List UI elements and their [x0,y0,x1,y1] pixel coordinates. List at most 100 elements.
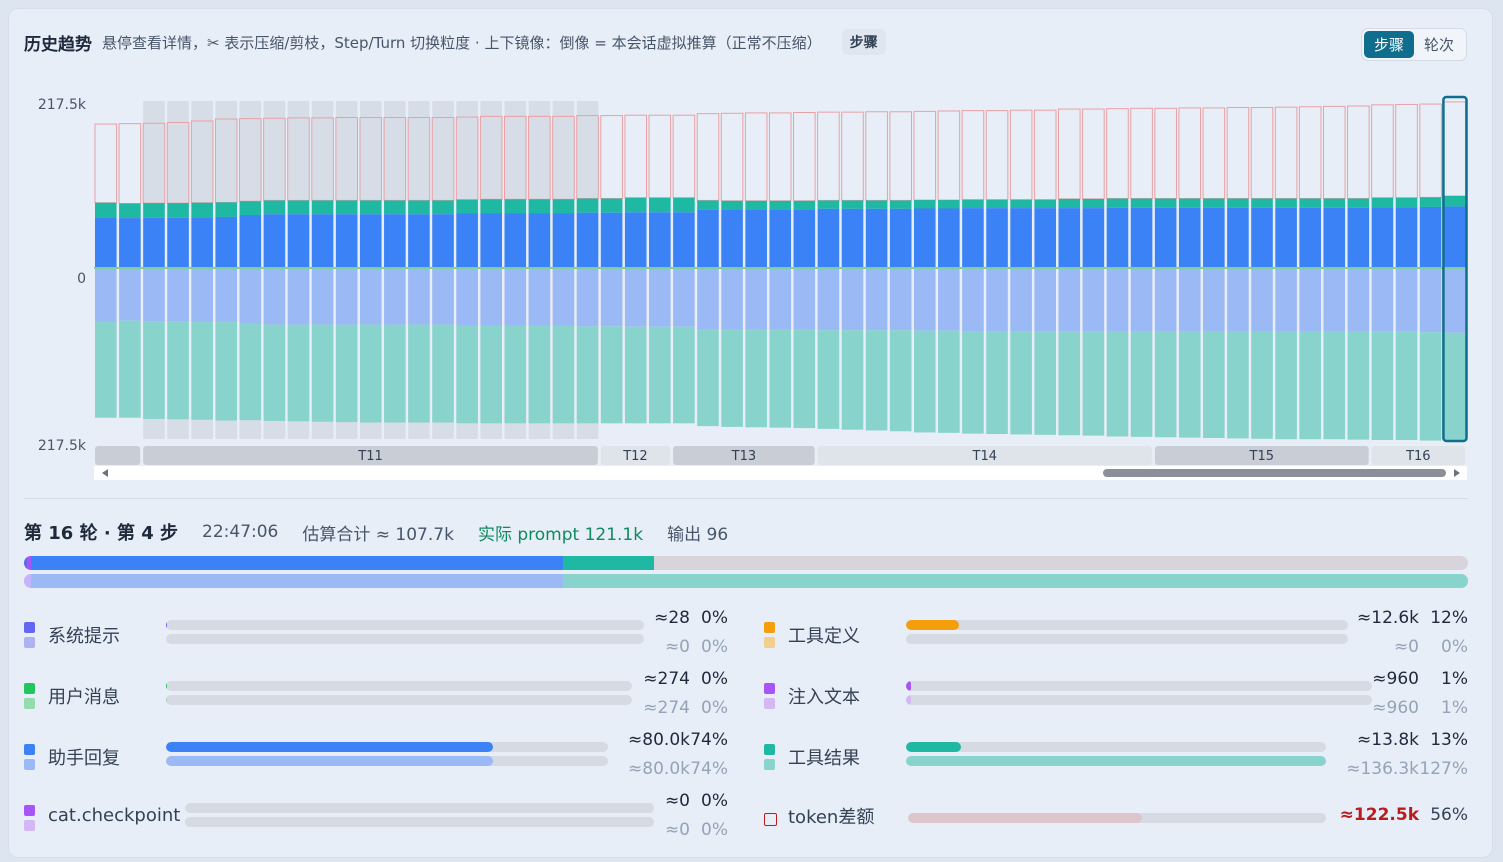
assistant-bar [673,212,695,268]
assistant-bar [480,213,502,268]
assistant-est-bar [408,269,430,325]
tool-result-est-bar [673,326,695,424]
assistant-bar [215,216,238,268]
chart-description: 悬停查看详情，✂ 表示压缩/剪枝，Step/Turn 切换粒度 · 上下镜像：倒… [102,33,822,52]
assistant-bar [1371,207,1394,268]
tool-result-est-bar [624,326,647,424]
tool-result-bar [95,202,117,218]
legend-value: ≈28 [654,608,690,628]
legend-swatch [24,744,35,755]
assistant-est-bar [167,269,189,322]
token-gap-bar [118,123,142,205]
token-gap-bar [889,111,912,201]
tool-result-est-bar [1251,331,1273,439]
tool-result-bar [1082,198,1105,209]
tool-result-bar [480,199,502,214]
detail-summary: 第 16 轮 · 第 4 步 22:47:06 估算合计 ≈ 107.7k 实际… [24,520,752,545]
tool-result-est-bar [95,321,117,418]
tool-result-est-bar [1275,331,1297,440]
token-gap-bar [793,112,816,202]
legend-percent: 12% [1430,608,1468,628]
tool-result-est-bar [1178,331,1201,438]
assistant-bar [408,214,430,268]
legend-track-est [166,695,632,705]
tool-result-bar [576,198,599,213]
legend-label: 注入文本 [788,687,860,708]
tool-result-est-bar [986,331,1008,435]
assistant-est-bar [1323,269,1346,332]
tool-result-est-bar [817,330,840,429]
y-tick-label: 0 [77,271,86,287]
tool-result-est-bar [1443,332,1466,442]
token-gap-bar [913,110,937,201]
assistant-bar [311,214,334,268]
assistant-bar [504,213,527,268]
assistant-est-bar [769,269,792,330]
assistant-bar [1275,207,1297,268]
tool-result-est-bar [239,323,262,421]
legend-percent: 0% [701,608,728,628]
assistant-est-bar [913,269,936,331]
tool-result-est-bar [793,329,816,429]
tool-result-bar [1130,198,1153,208]
tool-result-est-bar [311,324,334,422]
scrollbar-thumb[interactable] [1103,469,1446,477]
legend-percent-est: 74% [690,759,728,779]
token-gap-bar [1250,107,1274,200]
legend-value: ≈0 [664,791,690,811]
tool-result-bar [1203,198,1225,208]
token-gap-bar [1082,108,1105,200]
tool-result-est-bar [480,325,502,424]
legend-fill [906,681,911,691]
assistant-bar [1082,208,1105,268]
tool-result-bar [913,200,936,209]
toggle-turn[interactable]: 轮次 [1423,36,1454,54]
assistant-est-bar [432,269,454,325]
tool-result-bar [456,199,478,214]
assistant-est-bar [817,269,840,331]
granularity-toggle: 步骤 轮次 [1360,28,1467,61]
assistant-est-bar [1227,269,1249,332]
assistant-bar [287,214,310,268]
turn-label-band [1371,446,1465,465]
selected-step-outline [1442,95,1468,443]
tool-result-bar [600,198,623,213]
timestamp: 22:47:06 [202,522,279,542]
legend-track [185,803,654,813]
assistant-est-bar [1275,269,1297,332]
tool-result-est-bar [1419,332,1442,441]
token-gap-bar [768,112,792,202]
toggle-step[interactable]: 步骤 [1363,31,1414,58]
token-gap-bar [1298,106,1322,200]
assistant-est-bar [311,269,334,325]
legend-track [166,742,608,752]
output-tokens: 输出 96 [667,524,729,545]
legend-percent-est: 127% [1419,759,1468,779]
token-gap-bar [1395,103,1418,199]
assistant-est-bar [1034,269,1057,332]
assistant-bar [1443,206,1466,268]
token-gap-bar [1371,104,1394,199]
tool-result-est-bar [1130,331,1153,437]
composition-est-segment [31,574,563,588]
actual-prompt: 实际 prompt 121.1k [477,524,644,545]
assistant-est-bar [1419,269,1442,333]
legend-label: 工具结果 [788,748,860,769]
tool-result-bar [335,200,358,215]
legend-fill-est [166,695,168,705]
tool-result-bar [721,200,743,210]
assistant-est-bar [1058,269,1081,332]
tool-result-est-bar [1106,331,1129,437]
tool-result-est-bar [119,320,141,418]
assistant-bar [1395,207,1418,268]
tool-result-bar [504,199,527,214]
assistant-est-bar [1299,269,1321,332]
tool-result-bar [1154,198,1177,208]
token-gap-bar [985,110,1009,201]
composition-bar-actual [24,556,1468,570]
legend-swatch-est [764,637,775,648]
tool-result-bar [1323,198,1346,208]
token-gap-bar [865,111,888,201]
tool-result-bar [697,200,719,210]
legend-track [908,813,1326,823]
